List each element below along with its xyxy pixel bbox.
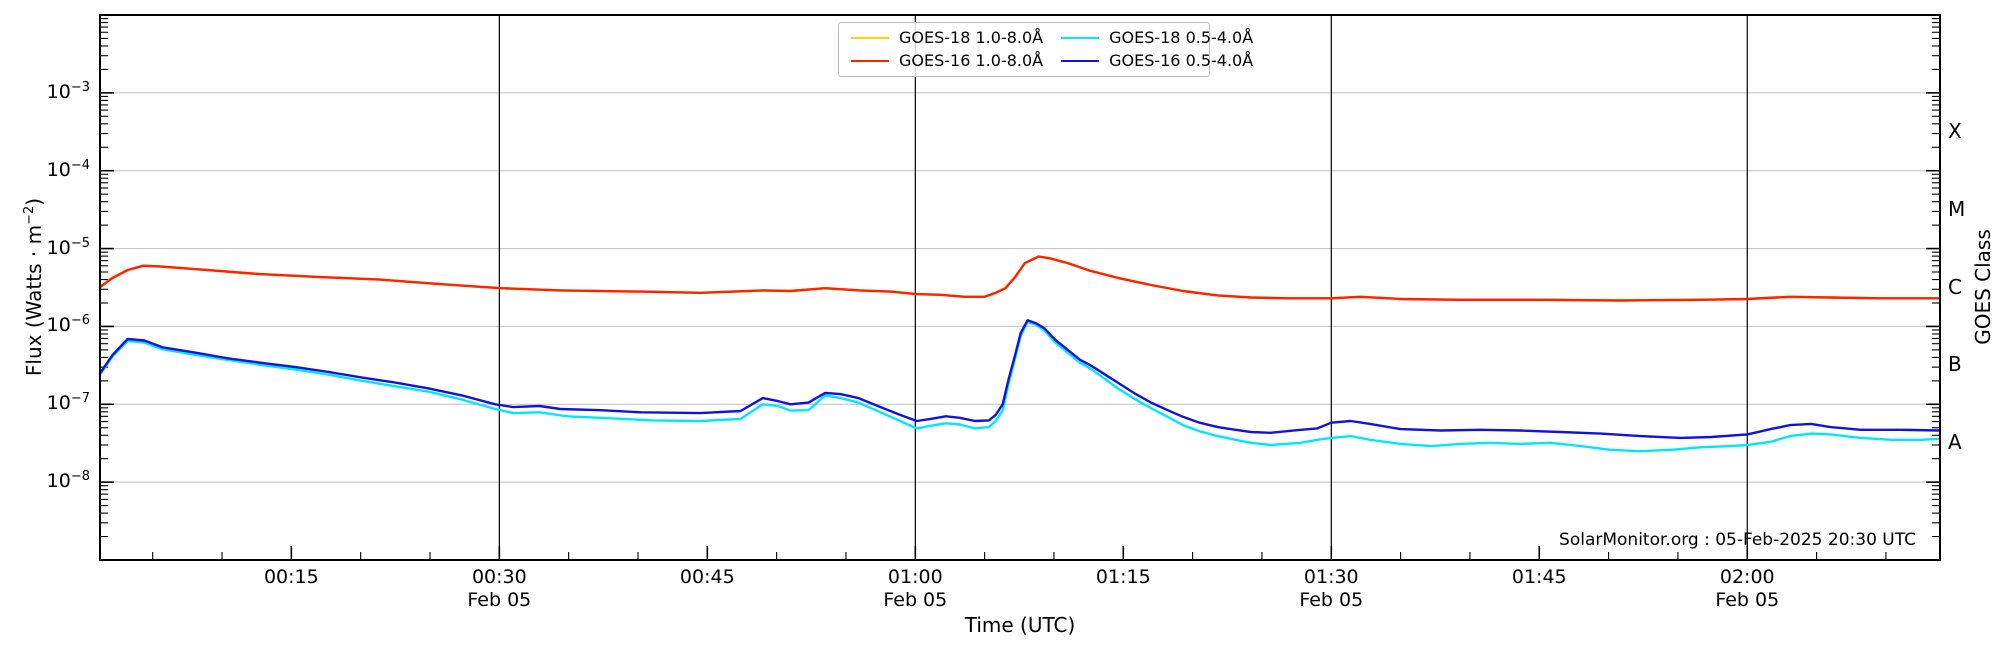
legend-entry-label: GOES-18 1.0-8.0Å [899, 28, 1044, 47]
goes-class-label: M [1948, 196, 1966, 221]
y-axis-title-suffix: ) [21, 197, 46, 206]
series-goes18_short [98, 320, 1942, 453]
y-tick-label: 10−3 [46, 79, 90, 103]
goes-class-label: C [1948, 274, 1962, 299]
right-axis-title: GOES Class [1971, 229, 1995, 345]
legend-entry-label: GOES-18 0.5-4.0Å [1109, 28, 1254, 47]
axes-frame [99, 14, 1941, 561]
watermark-text: SolarMonitor.org : 05-Feb-2025 20:30 UTC [1559, 530, 1916, 550]
x-tick-label: 02:00 [1719, 566, 1775, 588]
legend-line-sample [1061, 60, 1100, 62]
x-tick-label: 00:15 [263, 566, 319, 588]
legend-line-sample [1061, 37, 1100, 39]
legend-entry: GOES-16 1.0-8.0Å [851, 52, 1043, 70]
legend-entry-label: GOES-16 1.0-8.0Å [899, 51, 1044, 70]
x-tick-label: 01:15 [1095, 566, 1151, 588]
series-goes16_long [98, 255, 1942, 302]
y-tick-label: 10−7 [46, 391, 90, 415]
x-tick-label: 01:30 [1303, 566, 1359, 588]
legend-entry: GOES-16 0.5-4.0Å [1061, 52, 1253, 70]
y-axis-title-text: Flux (Watts · m [21, 224, 46, 377]
x-tick-date-label: Feb 05 [467, 589, 532, 611]
legend-line-sample [851, 37, 889, 39]
x-tick-label: 01:00 [887, 566, 943, 588]
y-axis-title-superscript: −2 [22, 205, 38, 225]
legend-entry: GOES-18 0.5-4.0Å [1061, 29, 1253, 47]
x-tick-label: 00:30 [471, 566, 527, 588]
legend-box: GOES-18 1.0-8.0Å GOES-16 1.0-8.0Å GOES-18 … [838, 22, 1253, 77]
y-tick-label: 10−8 [46, 469, 90, 493]
x-tick-date-label: Feb 05 [1715, 589, 1780, 611]
goes-class-label: A [1948, 430, 1962, 455]
legend-line-sample [851, 60, 889, 62]
goes-class-label: X [1948, 118, 1962, 143]
x-axis-title: Time (UTC) [964, 613, 1076, 637]
x-tick-date-label: Feb 05 [883, 589, 948, 611]
goes-class-label: B [1948, 352, 1962, 377]
x-tick-label: 00:45 [679, 566, 735, 588]
x-tick-label: 01:45 [1511, 566, 1567, 588]
y-axis-title: Flux (Watts · m−2) [18, 198, 46, 376]
x-tick-date-label: Feb 05 [1299, 589, 1364, 611]
y-tick-label: 10−5 [46, 235, 90, 259]
y-tick-label: 10−4 [46, 157, 90, 181]
y-tick-label: 10−6 [46, 313, 90, 337]
legend-entry-label: GOES-16 0.5-4.0Å [1109, 51, 1254, 70]
legend-entry: GOES-18 1.0-8.0Å [851, 29, 1043, 47]
series-goes16_short [98, 319, 1942, 440]
